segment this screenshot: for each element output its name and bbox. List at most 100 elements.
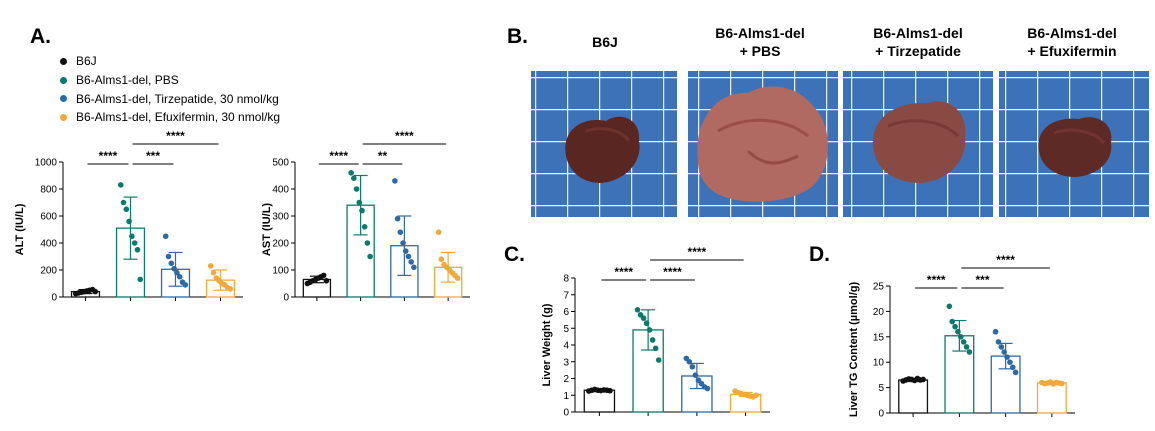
significance-label: *** (975, 273, 989, 287)
photo-label-line: + Efuxifermin (1027, 43, 1117, 59)
data-point (361, 224, 368, 230)
data-point (686, 358, 693, 365)
liver-photo-pbs (688, 71, 838, 217)
panel-a-letter: A. (30, 25, 51, 48)
data-point (454, 275, 461, 281)
data-point (165, 253, 172, 260)
significance-label: **** (688, 245, 707, 259)
y-tick-label: 5 (563, 324, 569, 335)
legend-marker (60, 95, 67, 103)
data-point (952, 323, 958, 330)
liver-weight-chart: 0 1 2 3 4 5 6 7 8 Liver Weight (g) **** **** **** (541, 245, 770, 419)
legend: B6J B6-Alms1-del, PBS B6-Alms1-del, Tirz… (60, 52, 280, 127)
photo-label-efuxifermin: B6-Alms1-del + Efuxifermin (992, 24, 1152, 60)
legend-item: B6-Alms1-del, Efuxifermin, 30 nmol/kg (60, 108, 280, 127)
data-point (966, 349, 973, 355)
significance-label: **** (329, 149, 348, 163)
photo-label-line: + Tirzepatide (875, 43, 961, 59)
y-tick-label: 10 (873, 358, 885, 369)
y-tick-label: 7 (563, 290, 569, 301)
data-point (351, 175, 357, 181)
bar (898, 379, 929, 414)
data-point (210, 269, 217, 276)
data-point (1007, 359, 1013, 366)
data-point (323, 278, 330, 284)
liver-photo-b6j (531, 71, 677, 217)
legend-item: B6J (60, 52, 280, 71)
significance-label: *** (146, 149, 160, 163)
y-tick-label: 0 (283, 293, 289, 304)
y-tick-label: 8 (563, 274, 569, 285)
y-tick-label: 25 (873, 282, 885, 293)
data-point (1012, 369, 1019, 376)
photo-label-line: B6-Alms1-del (715, 25, 805, 41)
legend-label: B6-Alms1-del, Tirzepatide, 30 nmol/kg (76, 91, 279, 106)
data-point (394, 215, 401, 222)
y-tick-label: 200 (272, 239, 289, 250)
panel-b-letter: B. (507, 25, 528, 48)
legend-marker (60, 57, 67, 65)
photo-label-line: B6J (592, 34, 618, 50)
data-point (176, 273, 183, 280)
data-point (1059, 380, 1065, 387)
legend-label: B6-Alms1-del, PBS (76, 73, 179, 88)
photo-label-line: + PBS (739, 43, 781, 59)
data-point (356, 199, 363, 206)
photo-label-line: B6-Alms1-del (873, 25, 963, 41)
data-point (963, 344, 970, 350)
y-axis-label: ALT (IU/L) (14, 203, 26, 255)
data-point (435, 229, 442, 235)
significance-label: **** (927, 273, 946, 287)
y-tick-label: 400 (40, 239, 57, 250)
data-point (634, 307, 641, 313)
data-point (646, 327, 653, 333)
photo-label-line: B6-Alms1-del (1027, 25, 1117, 41)
data-point (123, 206, 130, 213)
y-tick-label: 4 (563, 341, 569, 352)
data-point (168, 260, 175, 267)
data-point (92, 288, 99, 295)
y-tick-label: 20 (873, 307, 885, 318)
data-point (137, 276, 144, 283)
y-axis-label: Liver Weight (g) (541, 303, 553, 386)
data-point (689, 363, 696, 370)
data-point (411, 264, 417, 271)
data-point (397, 229, 404, 235)
data-point (958, 334, 964, 340)
y-tick-label: 100 (272, 266, 289, 277)
y-tick-label: 6 (563, 307, 569, 318)
data-point (392, 178, 398, 184)
data-point (960, 339, 967, 345)
data-point (359, 207, 365, 214)
data-point (129, 233, 135, 240)
data-point (348, 170, 354, 176)
data-point (652, 345, 659, 352)
y-tick-label: 2 (563, 374, 569, 385)
significance-label: **** (99, 149, 118, 163)
data-point (607, 387, 613, 394)
y-tick-label: 400 (272, 185, 289, 196)
data-point (364, 240, 371, 246)
y-tick-label: 300 (272, 212, 289, 223)
y-tick-label: 1000 (35, 158, 58, 169)
significance-label: **** (166, 129, 185, 143)
legend-marker (60, 76, 67, 84)
data-point (704, 385, 711, 392)
data-point (992, 328, 999, 335)
data-point (946, 303, 953, 310)
data-point (998, 344, 1005, 350)
legend-item: B6-Alms1-del, PBS (60, 71, 280, 90)
panel-d-letter: D. (809, 243, 830, 266)
data-point (227, 286, 234, 292)
y-tick-label: 1 (563, 391, 569, 402)
significance-label: **** (614, 265, 633, 279)
data-point (949, 318, 956, 325)
data-point (207, 263, 214, 269)
data-point (640, 315, 647, 322)
data-point (1009, 364, 1016, 371)
data-point (174, 269, 180, 276)
legend-label: B6-Alms1-del, Efuxifermin, 30 nmol/kg (76, 110, 281, 125)
data-point (438, 256, 445, 263)
